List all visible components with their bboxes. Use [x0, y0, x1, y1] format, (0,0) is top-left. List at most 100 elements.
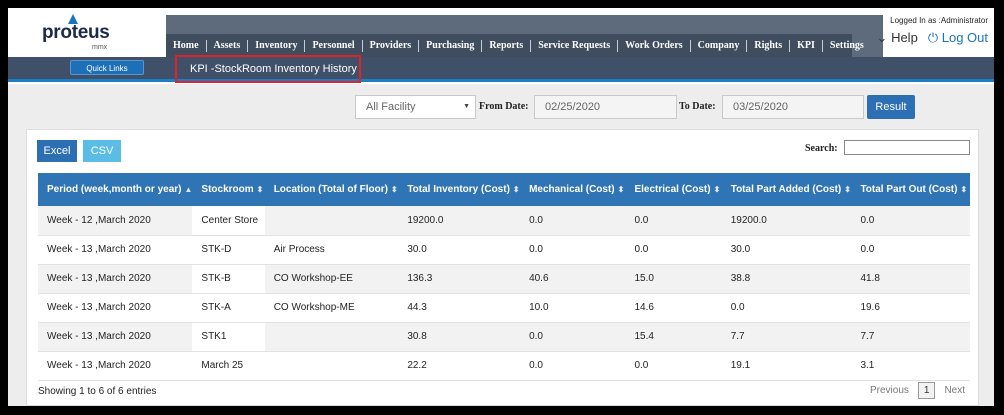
column-header[interactable]: Location (Total of Floor) ⬍	[264, 173, 399, 206]
logo-sub: mmx	[92, 44, 108, 51]
table-cell: 0.0	[851, 206, 970, 235]
table-cell: Week - 12 ,March 2020	[38, 206, 193, 235]
table-cell: Week - 13 ,March 2020	[38, 264, 193, 293]
help-link[interactable]: ⌄ Help	[877, 30, 918, 46]
table-cell: 0.0	[520, 235, 626, 264]
column-header-label: Total Inventory (Cost)	[407, 184, 510, 195]
logged-in-label: Logged In as :Administrator	[890, 16, 988, 25]
result-button[interactable]: Result	[867, 95, 915, 119]
drop-icon	[68, 14, 78, 24]
entries-info: Showing 1 to 6 of 6 entries	[38, 386, 157, 397]
table-cell: STK1	[192, 322, 265, 351]
table-cell: 19.6	[851, 293, 970, 322]
table-row[interactable]: Week - 12 ,March 2020 Center Store 19200.0…	[38, 206, 970, 235]
table-cell: 19200.0	[721, 206, 852, 235]
nav-item-reports[interactable]: Reports	[482, 39, 532, 52]
column-header[interactable]: Total Part Out (Cost) ⬍	[851, 173, 970, 206]
table-row[interactable]: Week - 13 ,March 2020 March 25 22.2 0.0 0.0 1…	[38, 351, 970, 380]
table-cell: 30.0	[398, 235, 521, 264]
facility-value: All Facility	[366, 101, 416, 113]
table-cell: 41.8	[851, 264, 970, 293]
csv-export-button[interactable]: CSV	[83, 140, 121, 162]
table-cell: 7.7	[721, 322, 852, 351]
table-cell: STK-B	[192, 264, 265, 293]
table-cell: 3.1	[851, 351, 970, 380]
sort-icon: ⬍	[390, 185, 398, 194]
nav-item-personnel[interactable]: Personnel	[305, 39, 363, 52]
table-row[interactable]: Week - 13 ,March 2020 STK-B CO Workshop-EE…	[38, 264, 970, 293]
nav-item-purchasing[interactable]: Purchasing	[419, 39, 483, 52]
column-header-label: Mechanical (Cost)	[529, 184, 615, 195]
table-cell: CO Workshop-ME	[264, 293, 399, 322]
table-cell: 15.0	[625, 264, 722, 293]
filter-bar: All Facility ▼ From Date: 02/25/2020 To …	[8, 94, 994, 124]
nav-item-company[interactable]: Company	[691, 39, 748, 52]
column-header-label: Total Part Out (Cost)	[860, 184, 958, 195]
logo[interactable]: proteus mmx	[38, 14, 118, 54]
quick-links-button[interactable]: Quick Links	[70, 60, 144, 75]
logo-text: proteus	[42, 22, 110, 43]
nav-item-kpi[interactable]: KPI	[790, 39, 823, 52]
nav-item-assets[interactable]: Assets	[207, 39, 249, 52]
sort-icon: ⬍	[617, 185, 625, 194]
help-label: Help	[891, 30, 918, 45]
breadcrumb: KPI -StockRoom Inventory History	[190, 63, 357, 75]
column-header[interactable]: Mechanical (Cost) ⬍	[520, 173, 626, 206]
table-cell: CO Workshop-EE	[264, 264, 399, 293]
column-header[interactable]: Stockroom ⬍	[192, 173, 265, 206]
from-date-label: From Date:	[479, 101, 529, 112]
page-number-button[interactable]: 1	[917, 382, 936, 399]
column-header-label: Stockroom	[201, 184, 254, 195]
column-header[interactable]: Total Inventory (Cost) ⬍	[398, 173, 521, 206]
nav-item-providers[interactable]: Providers	[363, 39, 420, 52]
column-header-label: Total Part Added (Cost)	[730, 184, 842, 195]
power-icon: ⏻	[927, 30, 939, 45]
table-cell	[264, 206, 399, 235]
table-cell: 44.3	[398, 293, 521, 322]
excel-export-button[interactable]: Excel	[37, 140, 77, 162]
column-header[interactable]: Period (week,month or year) ▲	[38, 173, 193, 206]
user-area: Logged In as :Administrator ⌄ Help ⏻ Log…	[877, 16, 988, 46]
nav-item-settings[interactable]: Settings	[829, 39, 864, 51]
column-header[interactable]: Total Part Added (Cost) ⬍	[721, 173, 852, 206]
table-row[interactable]: Week - 13 ,March 2020 STK-A CO Workshop-ME…	[38, 293, 970, 322]
chevron-down-icon: ⌄	[876, 30, 888, 45]
search-input[interactable]	[844, 140, 970, 155]
table-cell: 19200.0	[398, 206, 521, 235]
facility-select[interactable]: All Facility ▼	[355, 95, 476, 119]
table-row[interactable]: Week - 13 ,March 2020 STK1 30.8 0.0 15.4 7.7 7…	[38, 322, 970, 351]
nav-item-service-requests[interactable]: Service Requests	[531, 39, 619, 52]
column-header-label: Location (Total of Floor)	[273, 184, 388, 195]
table-cell: 15.4	[625, 322, 722, 351]
sort-icon: ⬍	[512, 185, 520, 194]
table-cell: Week - 13 ,March 2020	[38, 351, 193, 380]
pagination: Previous 1 Next	[867, 382, 968, 399]
from-date-input[interactable]: 02/25/2020	[534, 95, 677, 119]
to-date-input[interactable]: 03/25/2020	[722, 95, 864, 119]
to-date-label: To Date:	[679, 101, 716, 112]
sub-bar	[8, 57, 994, 81]
table-cell: 14.6	[625, 293, 722, 322]
previous-page-button[interactable]: Previous	[869, 385, 909, 396]
sort-icon: ⬍	[960, 185, 968, 194]
table-cell: Week - 13 ,March 2020	[38, 293, 193, 322]
sort-icon: ⬍	[256, 185, 264, 194]
table-cell: 30.0	[721, 235, 852, 264]
sort-asc-icon: ▲	[184, 185, 193, 194]
logout-link[interactable]: ⏻ Log Out	[928, 30, 988, 46]
report-panel: Excel CSV Search: Period (week,month or …	[26, 129, 979, 406]
nav-item-work-orders[interactable]: Work Orders	[618, 39, 691, 52]
column-header-label: Electrical (Cost)	[634, 184, 711, 195]
table-row[interactable]: Week - 13 ,March 2020 STK-D Air Process 30.…	[38, 235, 970, 264]
app-window: proteus mmx Home Assets Inventory Personnel…	[8, 8, 994, 406]
table-cell: 0.0	[625, 206, 722, 235]
nav-item-rights[interactable]: Rights	[747, 39, 791, 52]
sort-icon: ⬍	[844, 185, 851, 194]
nav-item-inventory[interactable]: Inventory	[248, 39, 306, 52]
column-header-label: Period (week,month or year)	[47, 184, 182, 195]
column-header[interactable]: Electrical (Cost) ⬍	[625, 173, 722, 206]
nav-item-home[interactable]: Home	[166, 39, 207, 52]
table-cell: March 25	[192, 351, 265, 380]
next-page-button[interactable]: Next	[944, 385, 965, 396]
table-cell: 19.1	[721, 351, 852, 380]
